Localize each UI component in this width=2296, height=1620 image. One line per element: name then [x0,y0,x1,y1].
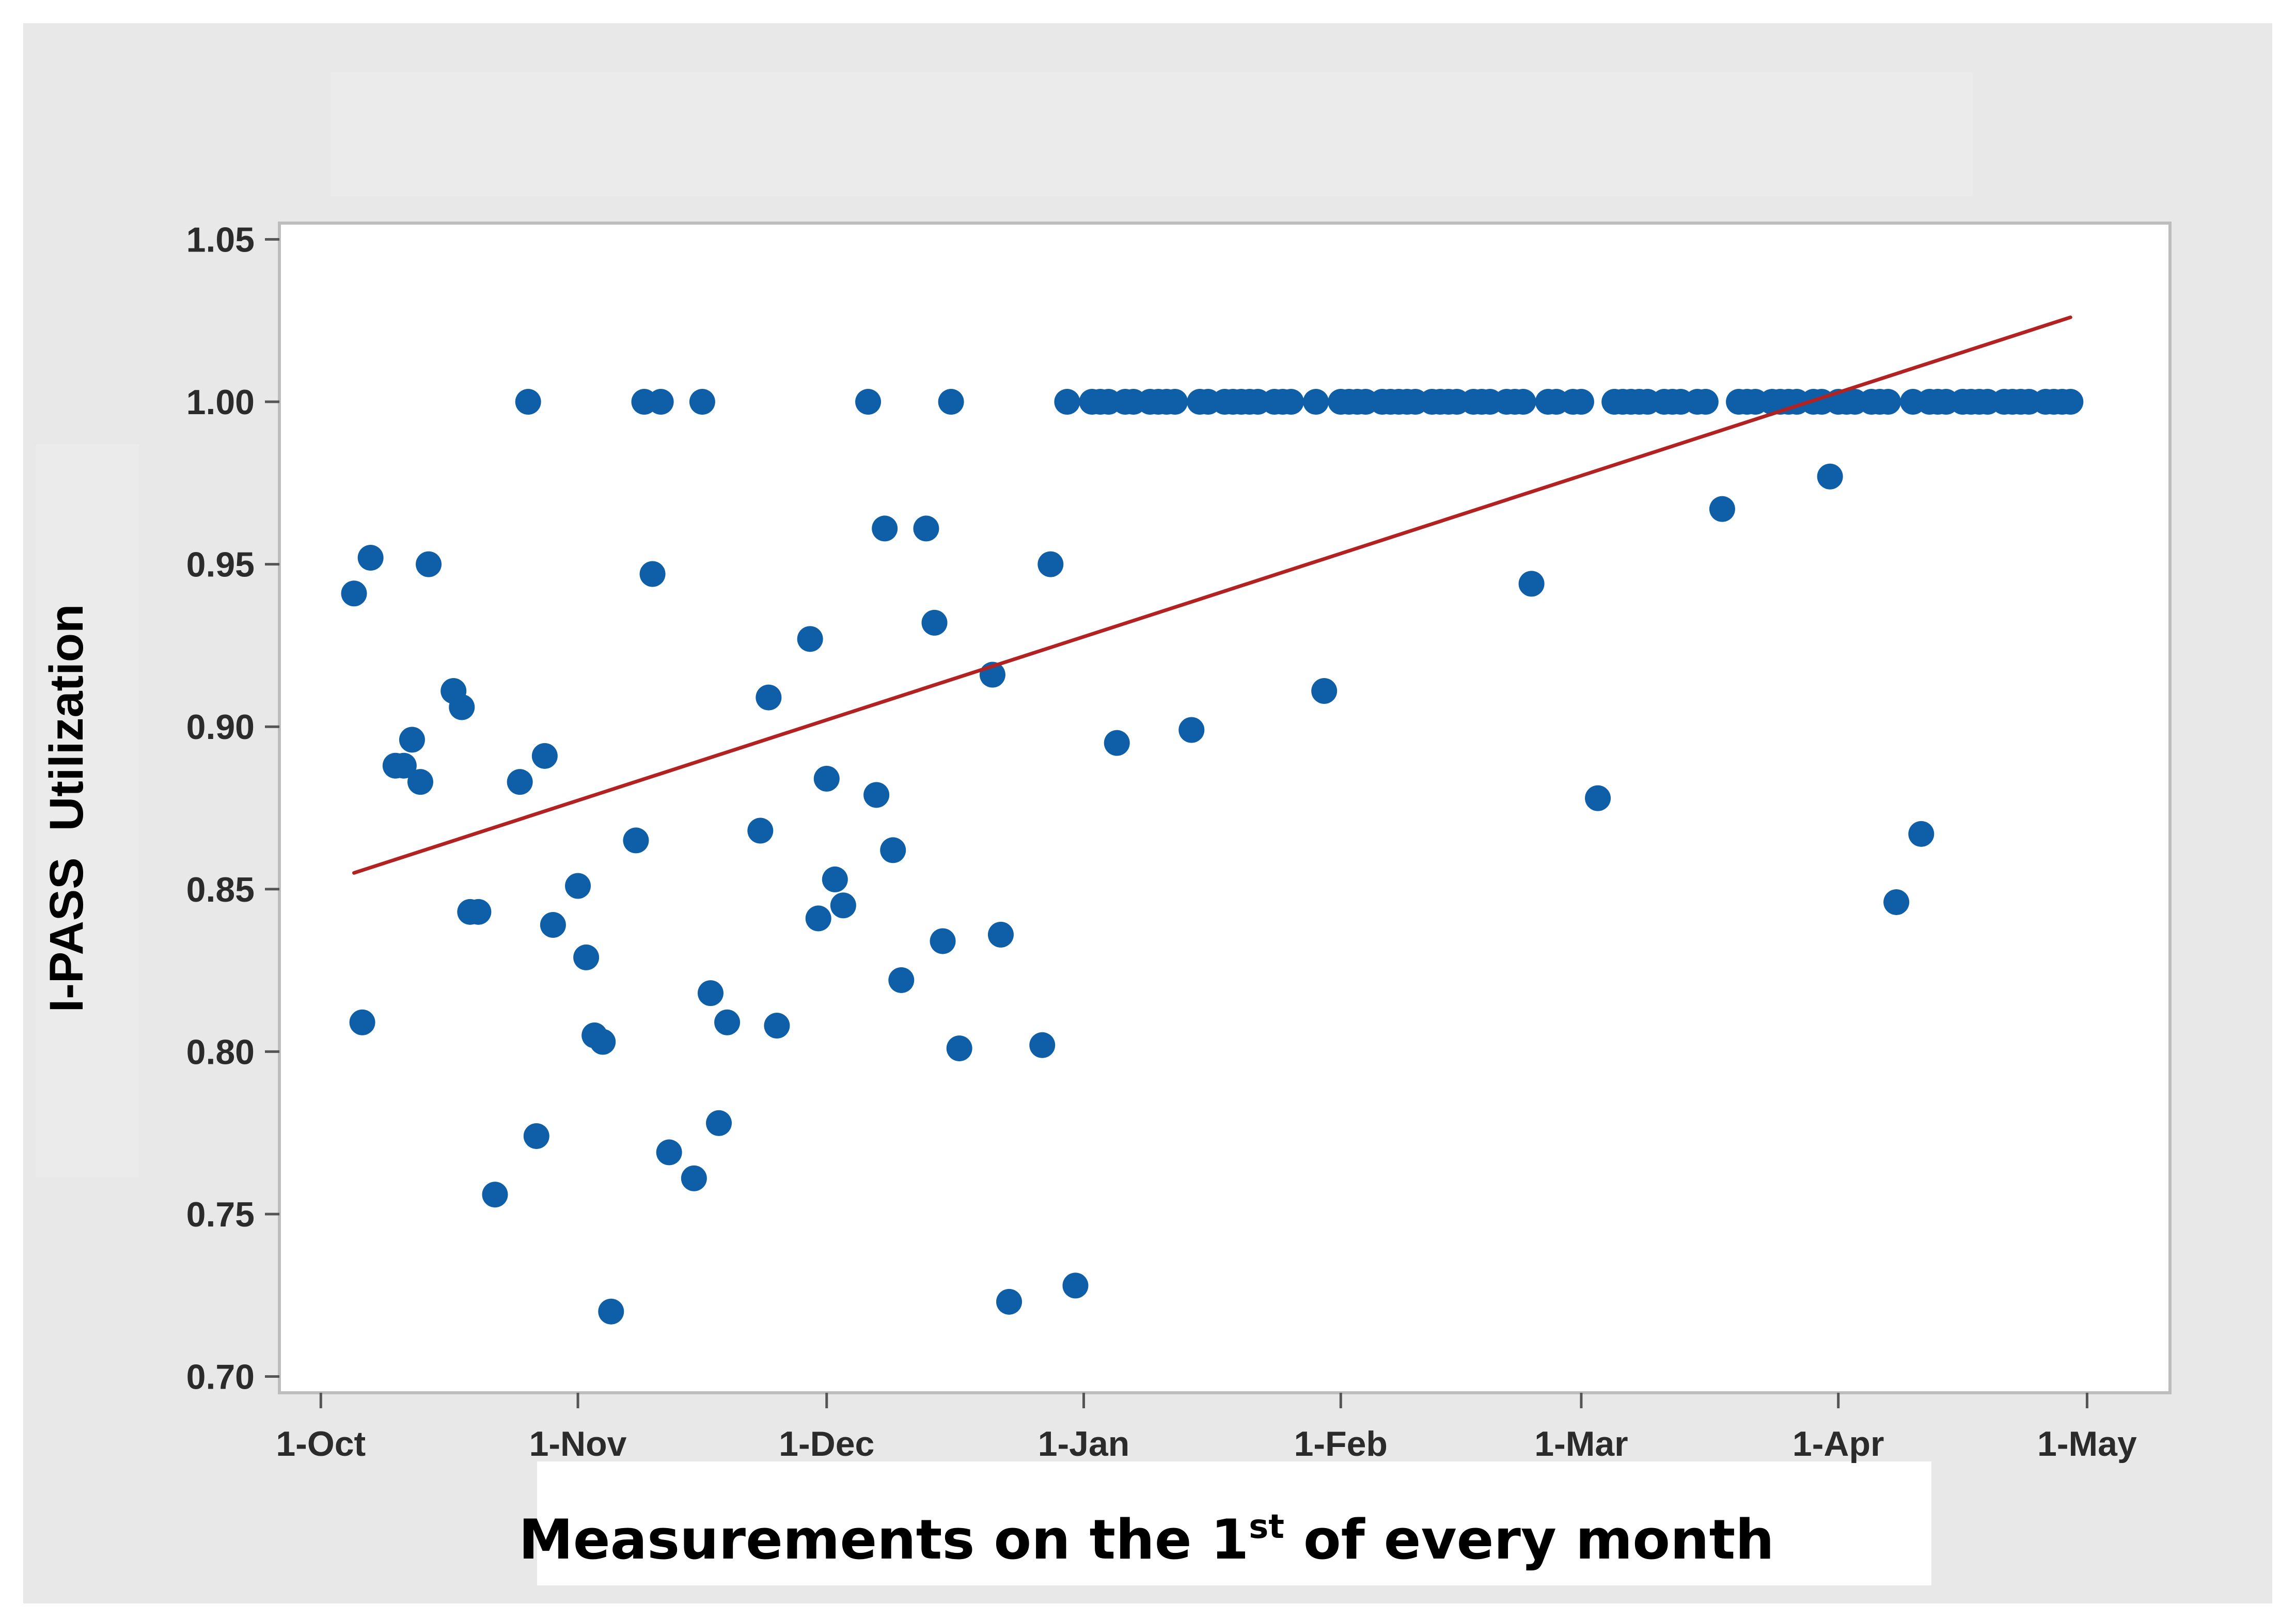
data-point [1178,717,1205,743]
data-point [1875,389,1901,415]
data-point [648,389,674,415]
data-point [482,1182,508,1208]
data-point [598,1298,624,1325]
data-point [540,912,566,938]
y-axis: 0.70 0.75 0.80 0.85 0.90 0.95 1.00 1.05 [186,220,279,1397]
y-tick-label: 0.75 [186,1195,255,1234]
data-point [830,892,856,919]
data-point [946,1035,972,1062]
data-point [1054,389,1080,415]
y-tick-label: 0.85 [186,870,255,909]
data-point [805,905,831,932]
x-label-band [537,1461,1931,1585]
data-point [930,928,956,954]
data-point [573,944,600,970]
data-point [399,727,425,753]
data-point [407,769,433,795]
data-point [913,515,939,542]
y-tick-label: 1.05 [186,220,255,259]
data-point [764,1013,790,1039]
data-point [921,609,948,636]
data-point [1585,785,1611,811]
x-tick-label: 1-Mar [1534,1424,1628,1464]
data-point [697,980,724,1006]
data-point [1037,551,1064,577]
data-point [1162,389,1188,415]
x-axis: 1-Oct 1-Nov 1-Dec 1-Jan 1-Feb 1-Mar 1-Apr 1-May [276,1393,2137,1464]
data-point [623,827,649,854]
x-tick-label: 1-Oct [276,1424,366,1464]
data-point [756,684,782,711]
data-point [747,817,774,844]
data-point [1278,389,1304,415]
data-point [639,561,666,587]
x-tick-label: 1-Apr [1792,1424,1884,1464]
data-point [1303,389,1329,415]
data-point [1104,730,1130,756]
data-point [507,769,533,795]
data-point [996,1288,1023,1315]
y-tick-label: 0.95 [186,545,255,585]
data-point [681,1165,707,1191]
data-point [1817,463,1843,490]
data-point [888,967,915,993]
data-point [1062,1272,1089,1299]
plot-area [278,222,2172,1394]
data-point [590,1029,616,1055]
data-point [1311,678,1338,704]
y-tick-label: 0.80 [186,1032,255,1072]
data-point [1518,571,1545,597]
data-point [2057,389,2084,415]
data-point [449,694,475,720]
data-point [390,752,417,779]
data-point [416,551,442,577]
data-point [1510,389,1536,415]
data-point [1692,389,1719,415]
data-point [863,782,890,808]
y-tick-label: 1.00 [186,383,255,422]
data-point [689,389,715,415]
data-point [1908,821,1935,847]
x-axis-label-main: Measurements on the 1 [518,1508,1249,1571]
data-point [938,389,964,415]
data-point [531,743,558,769]
data-point [813,765,840,792]
data-point [1883,889,1910,915]
data-point [706,1110,732,1136]
y-tick-label: 0.90 [186,707,255,747]
y-label-band [36,444,139,1177]
y-tick-label: 0.70 [186,1358,255,1397]
data-points [341,389,2084,1325]
data-point [987,921,1014,948]
data-point [357,545,384,571]
data-point [349,1009,375,1035]
x-axis-label-superscript: st [1249,1508,1284,1546]
x-tick-label: 1-May [2037,1424,2137,1464]
data-point [341,580,367,607]
x-tick-label: 1-Feb [1294,1424,1388,1464]
data-point [855,389,882,415]
data-point [465,899,492,925]
title-band [331,72,1973,196]
data-point [1029,1032,1056,1058]
y-axis-label: I-PASS Utilization [40,604,93,1013]
x-axis-label: Measurements on the 1st of every month [518,1508,1774,1571]
data-point [523,1123,549,1149]
trend-line [352,315,2072,875]
data-point [797,626,823,652]
x-tick-label: 1-Dec [779,1424,874,1464]
x-axis-label-tail: of every month [1284,1508,1774,1571]
data-point [822,866,848,892]
x-tick-label: 1-Nov [529,1424,627,1464]
data-point [1568,389,1594,415]
data-point [872,515,898,542]
data-point [515,389,541,415]
x-tick-label: 1-Jan [1038,1424,1130,1464]
data-point [880,837,906,863]
data-point [1709,496,1735,522]
data-point [714,1009,741,1035]
data-point [656,1139,682,1166]
data-point [565,873,591,899]
